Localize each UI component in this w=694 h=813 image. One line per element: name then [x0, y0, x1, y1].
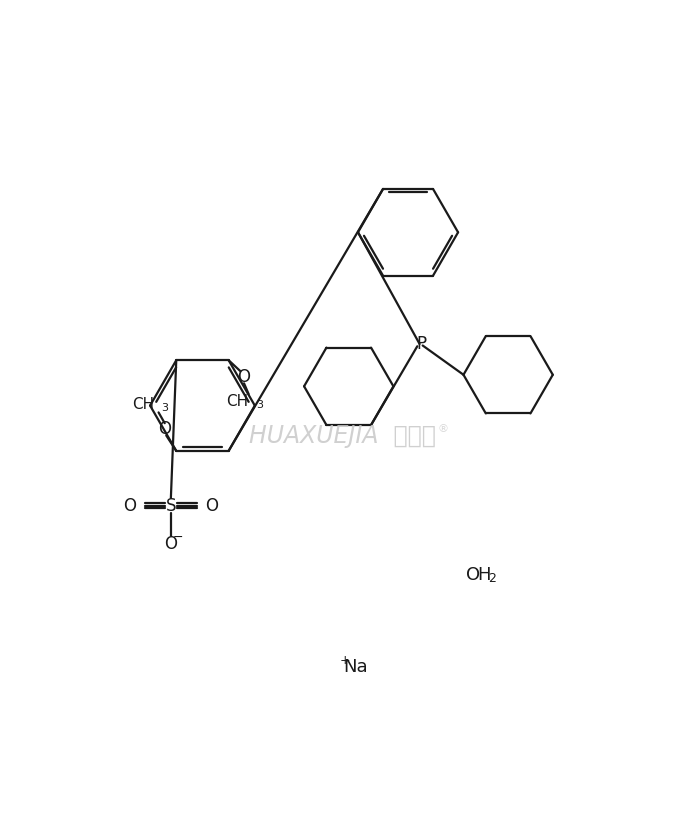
Text: CH: CH	[132, 398, 154, 412]
Text: S: S	[166, 497, 176, 515]
Text: O: O	[124, 497, 137, 515]
Text: HUAXUEJIA  化学加: HUAXUEJIA 化学加	[249, 424, 436, 448]
Text: 3: 3	[256, 400, 263, 410]
Text: O: O	[205, 497, 218, 515]
Text: Na: Na	[344, 659, 368, 676]
Text: ®: ®	[437, 424, 448, 433]
Text: H: H	[477, 566, 491, 584]
Text: CH: CH	[226, 394, 248, 409]
Text: 3: 3	[162, 402, 169, 413]
Text: O: O	[466, 566, 480, 584]
Text: P: P	[416, 335, 426, 353]
Text: O: O	[158, 420, 171, 438]
Text: O: O	[164, 535, 178, 553]
Text: −: −	[173, 531, 183, 544]
Text: O: O	[237, 368, 251, 386]
Text: 2: 2	[488, 572, 496, 585]
Text: +: +	[339, 654, 350, 667]
